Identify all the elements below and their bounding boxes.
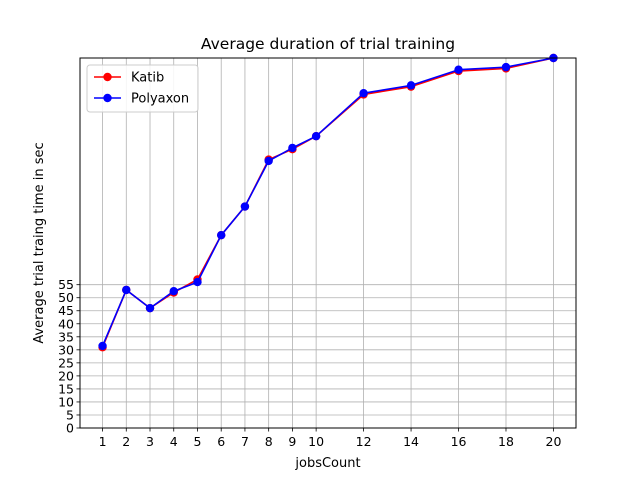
y-gridlines bbox=[80, 284, 576, 429]
data-point-polyaxon bbox=[240, 202, 250, 211]
y-tick-label: 40 bbox=[58, 316, 74, 331]
y-tick-label: 55 bbox=[58, 277, 74, 292]
x-tick-label: 6 bbox=[217, 434, 225, 449]
data-point-polyaxon bbox=[406, 81, 416, 90]
data-point-polyaxon bbox=[217, 230, 226, 240]
data-point-polyaxon bbox=[193, 277, 202, 287]
data-point-polyaxon bbox=[145, 303, 155, 313]
x-tick-label: 18 bbox=[498, 434, 514, 449]
x-tick-label: 10 bbox=[308, 434, 324, 449]
x-axis-label: jobsCount bbox=[294, 456, 360, 471]
y-tick-label: 15 bbox=[58, 381, 74, 396]
legend-item-katib: Katib bbox=[94, 71, 164, 86]
y-tick-label: 45 bbox=[58, 303, 74, 318]
legend-item-polyaxon: Polyaxon bbox=[94, 92, 189, 107]
y-tick-label: 5 bbox=[66, 407, 74, 422]
x-tick-label: 3 bbox=[146, 434, 154, 449]
y-tick-label: 25 bbox=[58, 355, 74, 370]
x-tick-label: 4 bbox=[170, 434, 178, 449]
data-point-polyaxon bbox=[122, 285, 131, 295]
x-tick-label: 7 bbox=[241, 434, 249, 449]
legend-swatch-marker bbox=[103, 72, 112, 82]
data-point-polyaxon bbox=[288, 143, 297, 153]
x-tick-label: 1 bbox=[99, 434, 107, 449]
y-tick-label: 20 bbox=[58, 368, 74, 383]
data-point-polyaxon bbox=[169, 287, 178, 296]
legend: Katib Polyaxon bbox=[86, 64, 199, 113]
chart-title: Average duration of trial training bbox=[201, 35, 455, 53]
y-tick-label: 50 bbox=[58, 290, 74, 305]
x-tick-label: 12 bbox=[356, 434, 372, 449]
x-tick-label: 5 bbox=[193, 434, 201, 449]
x-axis-ticks: 1 2 3 4 5 6 7 8 9 10 12 14 16 18 20 bbox=[99, 428, 562, 449]
legend-label: Katib bbox=[131, 71, 164, 86]
data-point-polyaxon bbox=[264, 156, 273, 166]
x-tick-label: 8 bbox=[265, 434, 273, 449]
plot-frame bbox=[79, 57, 577, 429]
y-tick-label: 35 bbox=[58, 329, 74, 344]
x-tick-label: 16 bbox=[451, 434, 467, 449]
data-point-polyaxon bbox=[98, 341, 107, 351]
data-point-polyaxon bbox=[311, 131, 321, 141]
data-point-polyaxon bbox=[454, 65, 463, 74]
x-gridlines bbox=[102, 58, 554, 428]
y-axis-label: Average trial traing time in sec bbox=[32, 142, 47, 343]
series-polyaxon bbox=[98, 53, 558, 351]
data-point-polyaxon bbox=[501, 62, 511, 72]
data-point-polyaxon bbox=[359, 88, 368, 98]
legend-label: Polyaxon bbox=[131, 92, 189, 107]
y-tick-label: 10 bbox=[58, 394, 74, 409]
y-tick-label: 0 bbox=[66, 421, 74, 436]
series-layer bbox=[98, 53, 558, 352]
x-tick-label: 14 bbox=[403, 434, 419, 449]
legend-swatch-marker bbox=[103, 93, 112, 103]
x-tick-label: 2 bbox=[122, 434, 130, 449]
x-tick-label: 20 bbox=[546, 434, 562, 449]
y-tick-label: 30 bbox=[58, 342, 74, 357]
x-tick-label: 9 bbox=[288, 434, 296, 449]
